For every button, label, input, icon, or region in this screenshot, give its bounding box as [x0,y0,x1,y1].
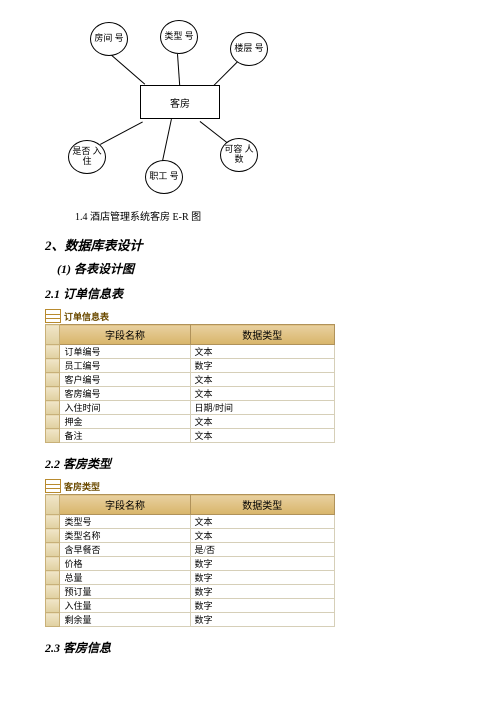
table-row: 总量数字 [46,571,335,585]
cell-data-type: 文本 [190,415,335,429]
cell-field-name: 入住量 [60,599,190,613]
row-marker [46,515,60,529]
table-room-type: 客房类型 字段名称 数据类型 类型号文本类型名称文本含早餐否是/否价格数字总量数… [45,478,335,627]
table-title-label: 客房类型 [64,480,100,493]
er-attr-type-id: 类型 号 [160,20,198,54]
row-marker [46,415,60,429]
row-marker [46,429,60,443]
cell-field-name: 入住时间 [60,401,190,415]
cell-field-name: 类型号 [60,515,190,529]
table-row: 预订量数字 [46,585,335,599]
er-edge [162,119,172,161]
er-caption: 1.4 酒店管理系统客房 E-R 图 [75,208,455,223]
heading-db-design: 2、数据库表设计 [45,235,455,254]
er-diagram: 房间 号 类型 号 楼层 号 是否 入住 职工 号 可容 人数 客房 [60,20,320,200]
table-row: 客房编号文本 [46,387,335,401]
field-table: 字段名称 数据类型 订单编号文本员工编号数字客户编号文本客房编号文本入住时间日期… [45,324,335,443]
header-field-name: 字段名称 [60,495,190,515]
cell-data-type: 是/否 [190,543,335,557]
row-marker [46,401,60,415]
er-attr-staff-id: 职工 号 [145,160,183,194]
er-edge [111,55,145,85]
er-attr-occupied: 是否 入住 [68,140,106,174]
cell-data-type: 数字 [190,557,335,571]
cell-data-type: 日期/时间 [190,401,335,415]
row-marker [46,557,60,571]
table-row: 入住时间日期/时间 [46,401,335,415]
section-order-info: 2.1 订单信息表 [45,285,455,302]
table-row: 类型名称文本 [46,529,335,543]
cell-data-type: 文本 [190,345,335,359]
er-edge [177,54,180,86]
row-marker [46,571,60,585]
table-row: 含早餐否是/否 [46,543,335,557]
cell-data-type: 数字 [190,359,335,373]
row-marker [46,359,60,373]
subheading-tables-design: (1) 各表设计图 [57,260,455,277]
table-row: 备注文本 [46,429,335,443]
table-order-info: 订单信息表 字段名称 数据类型 订单编号文本员工编号数字客户编号文本客房编号文本… [45,308,335,443]
cell-data-type: 数字 [190,599,335,613]
cell-field-name: 客房编号 [60,387,190,401]
table-title-label: 订单信息表 [64,310,109,323]
cell-field-name: 押金 [60,415,190,429]
er-attr-floor: 楼层 号 [230,32,268,66]
row-marker [46,387,60,401]
row-marker [46,599,60,613]
section-room-info: 2.3 客房信息 [45,639,455,656]
table-row: 类型号文本 [46,515,335,529]
header-data-type: 数据类型 [190,325,335,345]
row-marker [46,585,60,599]
cell-field-name: 员工编号 [60,359,190,373]
cell-field-name: 备注 [60,429,190,443]
header-data-type: 数据类型 [190,495,335,515]
er-attr-capacity: 可容 人数 [220,138,258,172]
er-entity-room: 客房 [140,85,220,119]
er-edge [100,121,143,144]
row-marker [46,373,60,387]
er-edge [200,121,229,144]
cell-data-type: 文本 [190,429,335,443]
table-row: 订单编号文本 [46,345,335,359]
header-field-name: 字段名称 [60,325,190,345]
cell-field-name: 预订量 [60,585,190,599]
cell-field-name: 订单编号 [60,345,190,359]
cell-data-type: 数字 [190,613,335,627]
table-row: 客户编号文本 [46,373,335,387]
row-marker [46,529,60,543]
cell-data-type: 文本 [190,373,335,387]
cell-field-name: 含早餐否 [60,543,190,557]
row-marker [46,543,60,557]
table-row: 押金文本 [46,415,335,429]
table-row: 价格数字 [46,557,335,571]
cell-data-type: 文本 [190,515,335,529]
cell-field-name: 类型名称 [60,529,190,543]
cell-field-name: 价格 [60,557,190,571]
row-marker [46,345,60,359]
table-icon [45,309,61,323]
table-icon [45,479,61,493]
corner-cell [46,495,60,515]
cell-data-type: 数字 [190,585,335,599]
cell-field-name: 客户编号 [60,373,190,387]
cell-data-type: 文本 [190,387,335,401]
table-row: 入住量数字 [46,599,335,613]
row-marker [46,613,60,627]
cell-field-name: 剩余量 [60,613,190,627]
field-table: 字段名称 数据类型 类型号文本类型名称文本含早餐否是/否价格数字总量数字预订量数… [45,494,335,627]
cell-data-type: 数字 [190,571,335,585]
cell-field-name: 总量 [60,571,190,585]
section-room-type: 2.2 客房类型 [45,455,455,472]
table-row: 员工编号数字 [46,359,335,373]
cell-data-type: 文本 [190,529,335,543]
er-attr-room-id: 房间 号 [90,22,128,56]
table-row: 剩余量数字 [46,613,335,627]
corner-cell [46,325,60,345]
